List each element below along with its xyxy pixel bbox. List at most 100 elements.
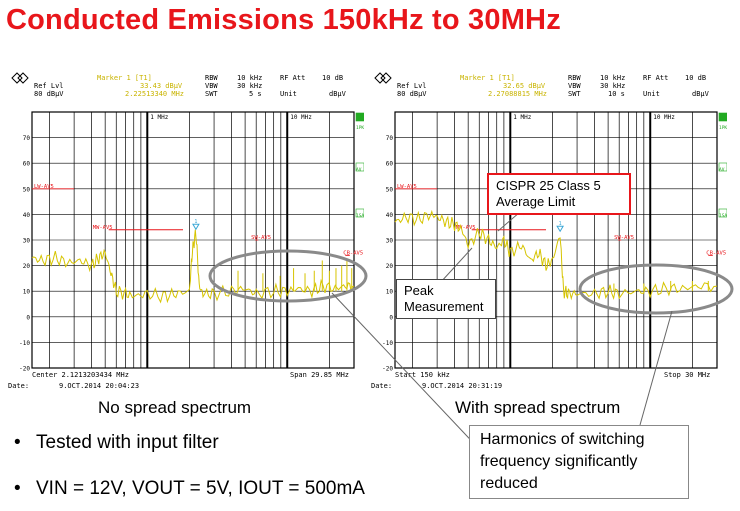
limit-label: MW-AV5 [456, 225, 476, 231]
side-tag-box [718, 112, 727, 122]
y-tick-label: 30 [23, 238, 31, 245]
unit-value: dBμV [329, 90, 346, 98]
rf-att-value: 10 dB [685, 74, 707, 82]
footer-span: Span 29.85 MHz [290, 371, 350, 379]
ref-level-value: 80 dBμV [34, 90, 64, 98]
harmonics-callout-line2: frequency significantly [480, 453, 638, 470]
bullet-symbol: • [14, 432, 21, 453]
y-tick-label: 10 [23, 289, 31, 296]
y-tick-label: 20 [386, 263, 394, 270]
footer-start: Start 150 kHz [395, 371, 450, 379]
cispr-limit-callout: CISPR 25 Class 5 Average Limit [487, 173, 631, 215]
vbw-value: 30 kHz [600, 82, 626, 90]
y-tick-label: 60 [386, 161, 394, 168]
ref-level-value: 80 dBμV [397, 90, 427, 98]
y-tick-label: 70 [23, 135, 31, 142]
bullet-item: • VIN = 12V, VOUT = 5V, IOUT = 500mA [14, 478, 365, 500]
y-tick-label: 10 [386, 289, 394, 296]
unit-label: Unit [280, 90, 297, 98]
left-spectrum-chart: 70 60 50 40 30 20 10 0 -10 -20 1 MHz 10 MHz 1PK AV 1SA… [11, 72, 364, 373]
x-tick-label: 10 MHz [290, 114, 312, 121]
x-tick-label: 1 MHz [513, 114, 531, 121]
bullet-text: Tested with input filter [36, 432, 219, 453]
marker-triangle-icon [556, 225, 565, 233]
peak-measurement-callout: Peak Measurement [396, 279, 496, 319]
date-label: Date: [371, 382, 393, 390]
right-spectrum-panel: 70 60 50 40 30 20 10 0 -10 -20 1 MHz 10 MHz 1PK AV 1SA… [367, 68, 727, 394]
side-tag-label: 1SA [356, 213, 364, 219]
marker-title: Marker 1 [T1] [97, 74, 152, 82]
y-tick-label: -20 [382, 366, 393, 373]
harmonics-callout: Harmonics of switching frequency signifi… [469, 425, 689, 499]
unit-label: Unit [643, 90, 660, 98]
limit-label: LW-AV5 [397, 184, 417, 190]
limit-label: SW-AV5 [614, 235, 634, 241]
ref-level-label: Ref Lvl [34, 82, 64, 90]
y-tick-label: 60 [23, 161, 31, 168]
y-tick-label: -10 [19, 340, 30, 347]
marker-number: 1 [194, 219, 197, 225]
side-tag-box [718, 162, 727, 172]
bullet-item: • Tested with input filter [14, 432, 219, 454]
rf-att-value: 10 dB [322, 74, 344, 82]
side-tag-label: 1PK [719, 125, 727, 131]
y-tick-label: 30 [386, 238, 394, 245]
unit-value: dBμV [692, 90, 709, 98]
y-tick-label: 0 [26, 314, 30, 321]
x-tick-label: 10 MHz [653, 114, 675, 121]
rf-att-label: RF Att [280, 74, 306, 82]
left-spectrum-panel: 70 60 50 40 30 20 10 0 -10 -20 1 MHz 10 MHz 1PK AV 1SA… [4, 68, 364, 394]
swt-value: 10 s [608, 90, 625, 98]
marker-level: 33.43 dBμV [140, 82, 183, 90]
limit-label: CB-AV5 [706, 250, 726, 256]
marker-number: 1 [559, 221, 562, 227]
rbw-label: RBW [205, 74, 218, 82]
left-caption: No spread spectrum [98, 398, 252, 417]
date-value: 9.OCT.2014 20:04:23 [59, 382, 140, 390]
marker-level: 32.65 dBμV [503, 82, 546, 90]
side-tag-box [718, 208, 727, 218]
swt-label: SWT [568, 90, 581, 98]
footer-stop: Stop 30 MHz [664, 371, 711, 379]
y-tick-label: 50 [23, 186, 31, 193]
rbw-label: RBW [568, 74, 581, 82]
y-tick-label: 50 [386, 186, 394, 193]
marker-frequency: 2.27088815 MHz [488, 90, 548, 98]
rbw-value: 10 kHz [600, 74, 626, 82]
bullet-symbol: • [14, 478, 21, 499]
date-value: 9.OCT.2014 20:31:19 [422, 382, 503, 390]
limit-label: MW-AV5 [93, 225, 113, 231]
ref-level-label: Ref Lvl [397, 82, 427, 90]
marker-frequency: 2.22513340 MHz [125, 90, 185, 98]
rbw-value: 10 kHz [237, 74, 263, 82]
marker-triangle-icon [192, 223, 200, 231]
limit-label: SW-AV5 [251, 235, 271, 241]
y-tick-label: 40 [386, 212, 394, 219]
side-tag-box [355, 208, 364, 218]
side-tag-box [355, 162, 364, 172]
vbw-label: VBW [205, 82, 218, 90]
vbw-label: VBW [568, 82, 581, 90]
marker-title: Marker 1 [T1] [460, 74, 515, 82]
date-label: Date: [8, 382, 30, 390]
side-tag-label: AV [719, 167, 725, 173]
footer-center: Center 2.1213203434 MHz [32, 371, 129, 379]
y-tick-label: 0 [389, 314, 393, 321]
harmonics-callout-line1: Harmonics of switching [480, 431, 645, 448]
swt-value: 5 s [249, 90, 262, 98]
side-tag-label: AV [356, 167, 362, 173]
y-tick-label: -20 [19, 366, 30, 373]
y-tick-label: 40 [23, 212, 31, 219]
page-title: Conducted Emissions 150kHz to 30MHz [6, 4, 561, 36]
harmonics-callout-line3: reduced [480, 475, 538, 492]
right-caption: With spread spectrum [455, 398, 621, 417]
peak-callout-line2: Measurement [404, 299, 484, 314]
y-tick-label: 70 [386, 135, 394, 142]
y-tick-label: -10 [382, 340, 393, 347]
rf-att-label: RF Att [643, 74, 669, 82]
peak-callout-line1: Peak [404, 283, 434, 298]
vbw-value: 30 kHz [237, 82, 263, 90]
x-tick-label: 1 MHz [150, 114, 168, 121]
bullet-text: VIN = 12V, VOUT = 5V, IOUT = 500mA [36, 478, 365, 499]
cispr-callout-line1: CISPR 25 Class 5 [496, 178, 601, 193]
